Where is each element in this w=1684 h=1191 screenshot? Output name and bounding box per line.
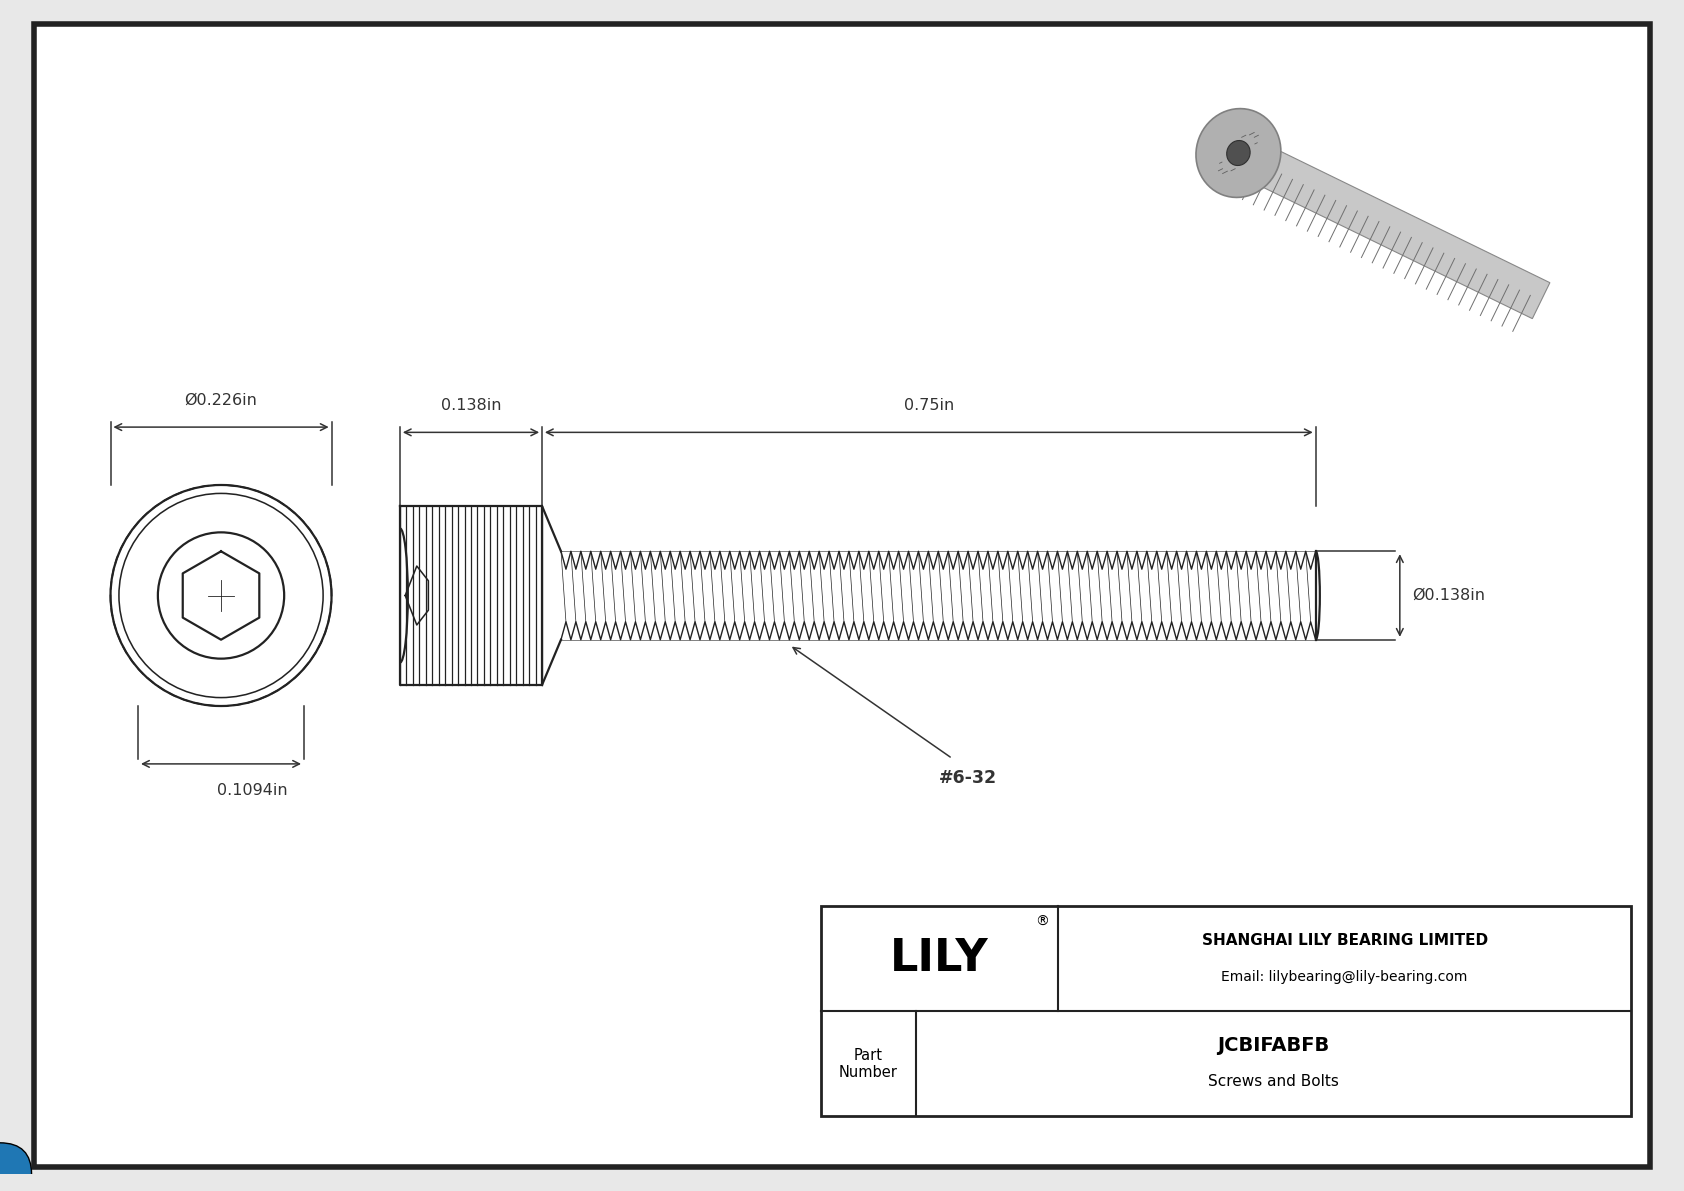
Ellipse shape <box>1196 108 1282 198</box>
Bar <box>820 906 1632 1116</box>
Text: Part
Number: Part Number <box>839 1048 898 1080</box>
FancyBboxPatch shape <box>0 1143 32 1191</box>
Text: 0.138in: 0.138in <box>441 399 502 413</box>
Text: Ø0.138in: Ø0.138in <box>1413 588 1485 603</box>
Circle shape <box>158 532 285 659</box>
Text: ®: ® <box>1036 915 1049 929</box>
Text: #6-32: #6-32 <box>940 769 997 787</box>
Text: 0.75in: 0.75in <box>904 399 953 413</box>
Text: 0.1094in: 0.1094in <box>217 782 288 798</box>
Text: SHANGHAI LILY BEARING LIMITED: SHANGHAI LILY BEARING LIMITED <box>1201 934 1487 948</box>
Text: Email: lilybearing@lily-bearing.com: Email: lilybearing@lily-bearing.com <box>1221 969 1468 984</box>
Ellipse shape <box>1226 141 1250 166</box>
Circle shape <box>111 485 332 706</box>
Text: LILY: LILY <box>891 937 989 980</box>
Text: Ø0.226in: Ø0.226in <box>185 393 258 409</box>
Polygon shape <box>1229 135 1549 319</box>
Text: JCBIFABFB: JCBIFABFB <box>1218 1036 1330 1055</box>
Text: Screws and Bolts: Screws and Bolts <box>1207 1074 1339 1090</box>
